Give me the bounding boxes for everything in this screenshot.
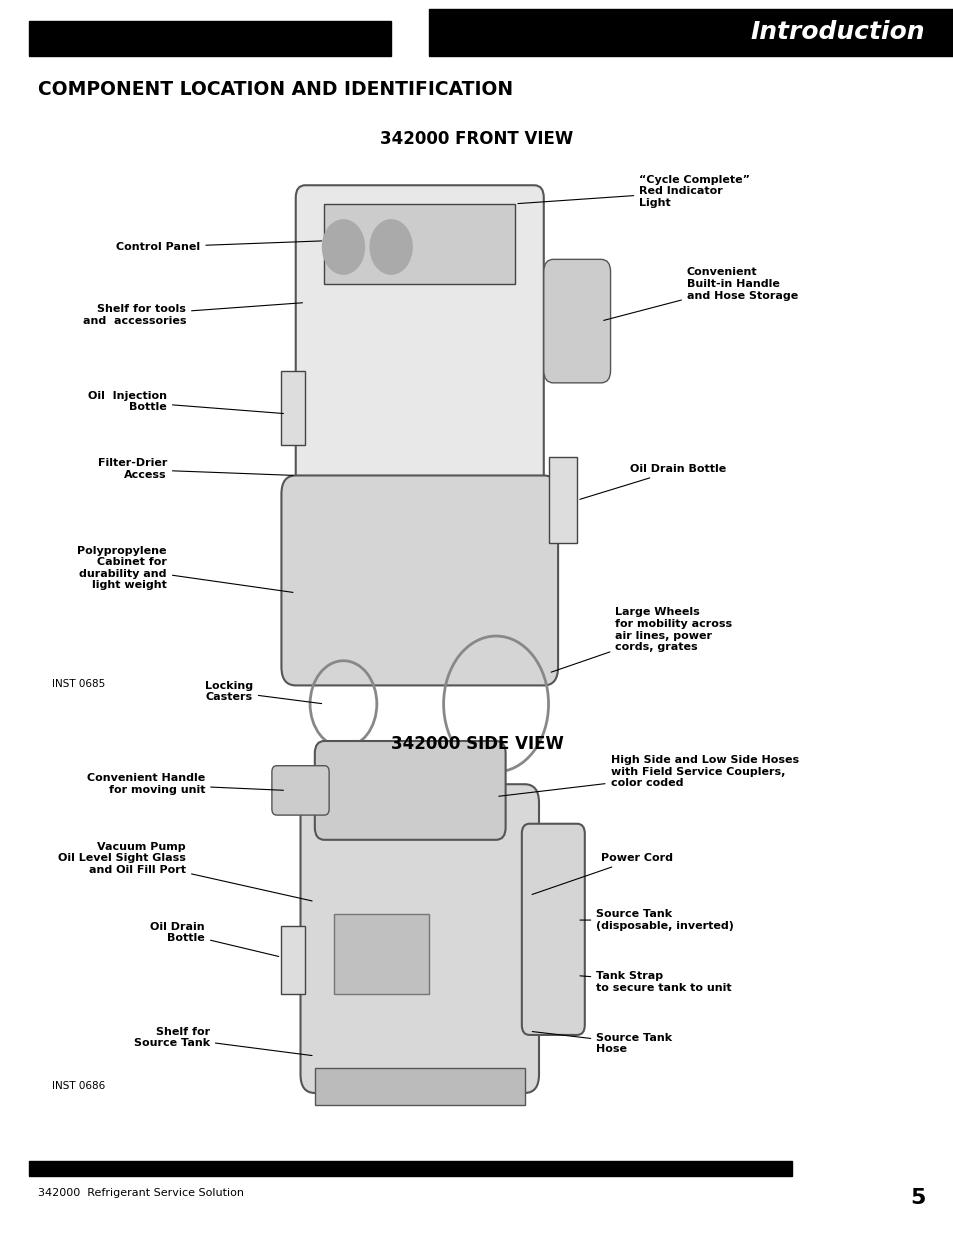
Text: Source Tank
Hose: Source Tank Hose bbox=[532, 1031, 672, 1055]
FancyBboxPatch shape bbox=[521, 824, 584, 1035]
Text: 5: 5 bbox=[909, 1188, 924, 1208]
Text: Power Cord: Power Cord bbox=[532, 853, 672, 894]
Bar bbox=[29, 1161, 791, 1176]
Text: INST 0686: INST 0686 bbox=[52, 1081, 106, 1091]
Bar bbox=[429, 9, 953, 56]
Text: Oil  Injection
Bottle: Oil Injection Bottle bbox=[88, 390, 283, 414]
Text: Convenient
Built-in Handle
and Hose Storage: Convenient Built-in Handle and Hose Stor… bbox=[603, 268, 798, 320]
Text: “Cycle Complete”
Red Indicator
Light: “Cycle Complete” Red Indicator Light bbox=[517, 175, 749, 207]
Text: Control Panel: Control Panel bbox=[116, 241, 321, 252]
FancyBboxPatch shape bbox=[281, 475, 558, 685]
Text: INST 0685: INST 0685 bbox=[52, 679, 106, 689]
Text: Polypropylene
Cabinet for
durability and
light weight: Polypropylene Cabinet for durability and… bbox=[77, 546, 293, 593]
Text: COMPONENT LOCATION AND IDENTIFICATION: COMPONENT LOCATION AND IDENTIFICATION bbox=[38, 80, 513, 99]
Text: Shelf for
Source Tank: Shelf for Source Tank bbox=[133, 1026, 312, 1056]
Bar bbox=[334, 914, 429, 994]
Text: Vacuum Pump
Oil Level Sight Glass
and Oil Fill Port: Vacuum Pump Oil Level Sight Glass and Oi… bbox=[58, 842, 312, 902]
Text: Introduction: Introduction bbox=[750, 20, 924, 44]
FancyBboxPatch shape bbox=[300, 784, 538, 1093]
Bar bbox=[314, 1068, 524, 1105]
Text: Filter-Drier
Access: Filter-Drier Access bbox=[97, 458, 293, 480]
Text: High Side and Low Side Hoses
with Field Service Couplers,
color coded: High Side and Low Side Hoses with Field … bbox=[498, 756, 798, 797]
FancyBboxPatch shape bbox=[295, 185, 543, 556]
Text: Locking
Casters: Locking Casters bbox=[205, 680, 321, 704]
Text: 342000  Refrigerant Service Solution: 342000 Refrigerant Service Solution bbox=[38, 1188, 244, 1198]
Text: Source Tank
(disposable, inverted): Source Tank (disposable, inverted) bbox=[579, 909, 734, 931]
FancyBboxPatch shape bbox=[314, 741, 505, 840]
Text: Convenient Handle
for moving unit: Convenient Handle for moving unit bbox=[87, 773, 283, 795]
Text: 342000 FRONT VIEW: 342000 FRONT VIEW bbox=[380, 130, 573, 148]
Text: Tank Strap
to secure tank to unit: Tank Strap to secure tank to unit bbox=[579, 971, 731, 993]
Text: Large Wheels
for mobility across
air lines, power
cords, grates: Large Wheels for mobility across air lin… bbox=[551, 608, 732, 672]
Bar bbox=[29, 21, 391, 56]
Circle shape bbox=[322, 220, 364, 274]
Text: 342000 SIDE VIEW: 342000 SIDE VIEW bbox=[390, 735, 563, 753]
Bar bbox=[324, 204, 515, 284]
FancyBboxPatch shape bbox=[272, 766, 329, 815]
Circle shape bbox=[370, 220, 412, 274]
FancyBboxPatch shape bbox=[543, 259, 610, 383]
Bar bbox=[281, 926, 305, 994]
Bar bbox=[548, 457, 577, 543]
Text: Oil Drain
Bottle: Oil Drain Bottle bbox=[151, 921, 278, 956]
Text: Oil Drain Bottle: Oil Drain Bottle bbox=[579, 464, 725, 499]
Bar bbox=[281, 370, 305, 445]
Text: Shelf for tools
and  accessories: Shelf for tools and accessories bbox=[83, 303, 302, 326]
